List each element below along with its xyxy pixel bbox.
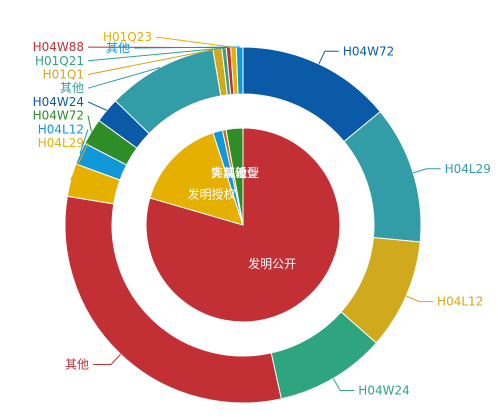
inner-slice-4[interactable] [225, 127, 244, 226]
inner-label-3: 外观设计 [211, 166, 259, 180]
inner-slice-1[interactable] [149, 132, 244, 226]
outer-leader-11 [87, 47, 225, 62]
outer-leader-14 [133, 46, 240, 49]
outer-leader-5 [70, 142, 89, 181]
outer-leader-8 [87, 101, 108, 111]
outer-leader-10 [87, 48, 218, 75]
outer-slice-0[interactable] [242, 46, 381, 143]
outer-label-9: 其他 [60, 81, 84, 95]
outer-label-4: 其他 [65, 357, 89, 371]
outer-label-1: H04L29 [445, 162, 491, 176]
outer-label-10: H01Q1 [43, 68, 84, 82]
outer-label-14: 其他 [106, 41, 130, 55]
outer-label-0: H04W72 [343, 44, 394, 58]
inner-pie [145, 127, 341, 323]
outer-label-5: H04L29 [38, 136, 84, 150]
inner-label-4: 其他 [223, 166, 247, 180]
outer-leader-0 [318, 50, 339, 65]
outer-labels: H04W72H04L29H04L12H04W24其他H04L29H04L12H0… [33, 30, 491, 398]
outer-label-8: H04W24 [33, 95, 84, 109]
inner-label-2: 实用新型 [211, 165, 259, 180]
outer-slice-4[interactable] [64, 195, 282, 404]
outer-leader-13 [155, 36, 234, 48]
outer-leader-3 [332, 378, 355, 392]
outer-label-6: H04L12 [38, 122, 84, 136]
outer-leader-9 [87, 66, 161, 89]
outer-leader-4 [93, 353, 122, 365]
outer-leader-1 [413, 168, 441, 174]
outer-leader-7 [87, 115, 92, 132]
outer-label-2: H04L12 [437, 295, 483, 309]
inner-label-0: 发明公开 [248, 256, 296, 271]
outer-label-12: H04W88 [33, 40, 84, 54]
outer-label-11: H01Q21 [35, 54, 84, 68]
outer-leader-6 [79, 129, 89, 154]
outer-label-13: H01Q23 [103, 30, 152, 44]
inner-label-1: 发明授权 [188, 187, 236, 202]
outer-label-3: H04W24 [358, 384, 409, 398]
outer-slice-14[interactable] [235, 46, 244, 95]
outer-leader-2 [406, 295, 434, 303]
outer-label-7: H04W72 [33, 109, 84, 123]
